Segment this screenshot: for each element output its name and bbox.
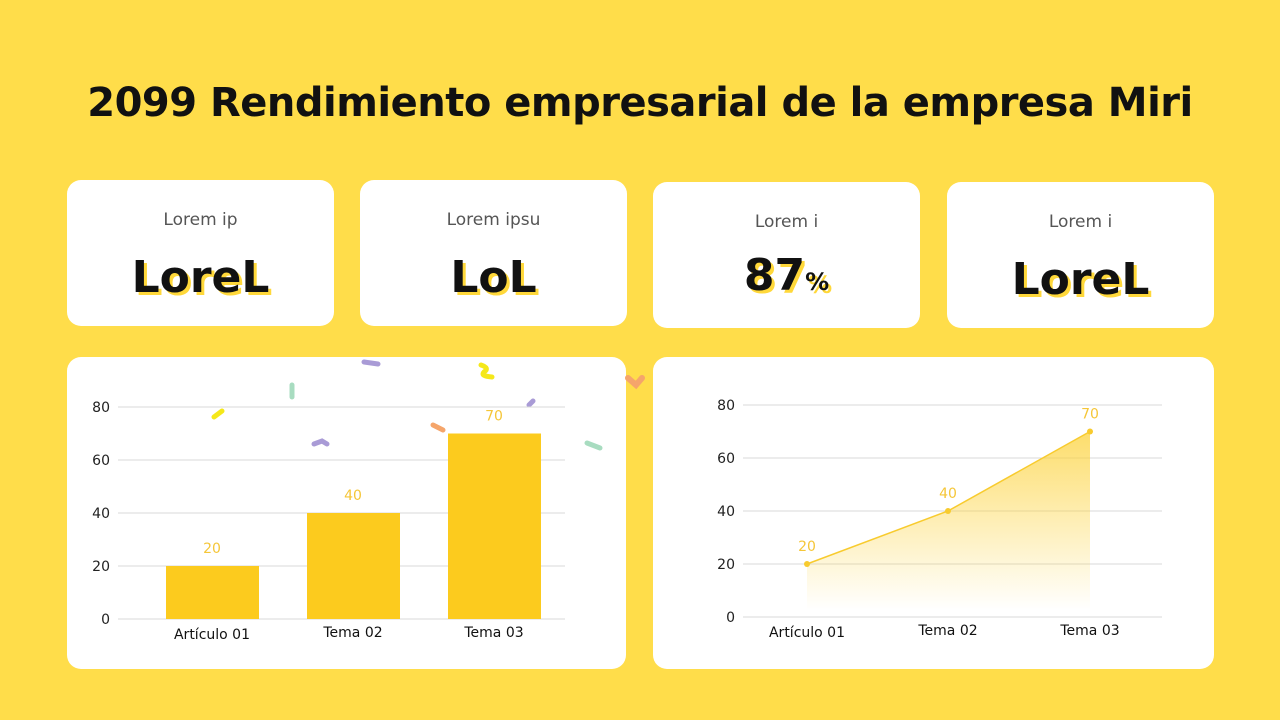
kpi-label: Lorem i <box>1048 212 1113 232</box>
data-point <box>804 561 810 567</box>
x-tick-label: Tema 02 <box>322 625 382 641</box>
data-point <box>1087 428 1093 435</box>
y-tick-label: 60 <box>717 451 735 467</box>
y-tick-label: 20 <box>92 559 110 575</box>
data-label: 70 <box>1081 407 1099 423</box>
area-chart: 0 20 40 60 80 20 Artículo 01 40 Tema 02 70 Tema 03 <box>717 398 1162 641</box>
y-tick-label: 80 <box>717 398 735 414</box>
kpi-label: Lorem ipsu <box>446 210 541 230</box>
kpi-card-2: Lorem ipsu LoL <box>360 180 627 326</box>
kpi-number: LoreL <box>131 252 270 303</box>
bar <box>448 433 541 619</box>
x-tick-label: Tema 03 <box>463 625 523 641</box>
kpi-value: LoL <box>360 252 627 303</box>
bar <box>166 566 259 619</box>
data-label: 70 <box>485 409 503 425</box>
y-tick-label: 60 <box>92 453 110 469</box>
data-label: 20 <box>798 539 816 555</box>
y-tick-label: 0 <box>726 610 735 626</box>
kpi-value: LoreL <box>947 254 1214 305</box>
area-fill <box>807 431 1090 610</box>
x-tick-label: Tema 02 <box>917 623 977 639</box>
x-tick-label: Artículo 01 <box>769 625 845 641</box>
kpi-card-3: Lorem i 87% <box>653 182 920 328</box>
y-tick-label: 80 <box>92 400 110 416</box>
bar-chart: 0 20 40 60 80 20 Artículo 01 40 Tema 02 70 Tema 03 <box>92 400 565 643</box>
data-label: 40 <box>939 486 957 502</box>
bar <box>307 513 400 619</box>
y-tick-label: 40 <box>717 504 735 520</box>
kpi-unit: % <box>805 268 830 296</box>
kpi-card-1: Lorem ip LoreL <box>67 180 334 326</box>
confetti-decoration <box>211 359 645 451</box>
kpi-label: Lorem i <box>754 212 819 232</box>
kpi-number: LoreL <box>1011 254 1150 305</box>
data-label: 40 <box>344 488 362 504</box>
y-tick-label: 40 <box>92 506 110 522</box>
data-point <box>945 508 951 514</box>
kpi-value: 87% <box>653 250 920 301</box>
kpi-card-4: Lorem i LoreL <box>947 182 1214 328</box>
y-tick-label: 0 <box>101 612 110 628</box>
kpi-number: 87 <box>743 250 806 301</box>
kpi-number: LoL <box>450 252 537 303</box>
kpi-label: Lorem ip <box>163 210 238 230</box>
x-tick-label: Artículo 01 <box>174 627 250 643</box>
page-title: 2099 Rendimiento empresarial de la empre… <box>87 80 1193 126</box>
data-label: 20 <box>203 541 221 557</box>
x-tick-label: Tema 03 <box>1059 623 1119 639</box>
y-tick-label: 20 <box>717 557 735 573</box>
kpi-value: LoreL <box>67 252 334 303</box>
